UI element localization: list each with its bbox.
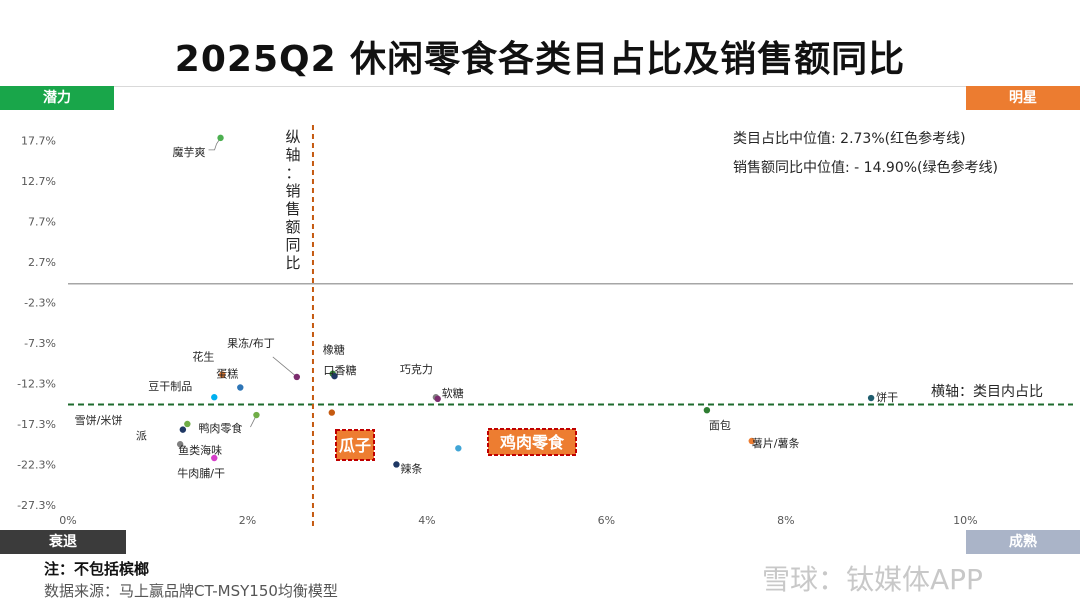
point-label: 牛肉脯/干: [177, 466, 225, 480]
point-label: 果冻/布丁: [227, 336, 275, 350]
data-points: [176, 134, 875, 468]
data-point: [393, 461, 400, 468]
x-axis: 0% 2% 4% 6% 8% 10%: [59, 514, 977, 527]
watermark: 雪球：钛媒体APP: [762, 563, 983, 596]
point-label: 面包: [709, 419, 731, 432]
point-label: 蛋糕: [216, 366, 238, 380]
data-point: [253, 411, 260, 419]
point-label: 巧克力: [400, 363, 433, 376]
point-label: 鱼类海味: [178, 443, 222, 457]
x-tick-label: 0%: [59, 514, 76, 527]
y-tick-label: -2.3%: [24, 296, 56, 309]
point-label: 薯片/薯条: [752, 436, 800, 450]
reference-lines: [68, 125, 1073, 528]
y-axis: 17.7% 12.7% 7.7% 2.7% -2.3% -7.3% -12.3% -17.3%…: [17, 134, 56, 512]
data-point: [455, 445, 462, 452]
point-label: 豆干制品: [148, 380, 192, 393]
y-tick-label: -17.3%: [17, 418, 56, 431]
x-tick-label: 8%: [777, 514, 794, 527]
point-label: 鸡肉零食: [499, 433, 565, 452]
data-point: [211, 394, 218, 401]
data-point: [219, 371, 226, 378]
point-label: 口香糖: [324, 363, 357, 377]
y-tick-label: 2.7%: [28, 256, 56, 269]
point-label: 软糖: [442, 386, 464, 400]
data-point: [867, 394, 875, 402]
data-source: 数据来源：马上赢品牌CT-MSY150均衡模型: [44, 582, 338, 600]
y-tick-label: -12.3%: [17, 377, 56, 390]
title-divider: [0, 86, 1080, 87]
x-tick-label: 6%: [598, 514, 615, 527]
data-point: [748, 437, 755, 445]
label-leaders: [208, 137, 298, 428]
quadrant-potential-badge: 潜力: [0, 86, 114, 110]
x-tick-label: 10%: [953, 514, 977, 527]
data-point: [184, 420, 191, 428]
point-label: 辣条: [400, 461, 422, 475]
vertical-axis-label: 纵轴：销售额同比: [285, 128, 300, 272]
data-point: [328, 409, 336, 416]
highlight-box: [335, 429, 375, 461]
data-point: [237, 384, 244, 391]
data-point: [293, 373, 301, 381]
highlight-box: [487, 428, 577, 456]
x-tick-label: 4%: [418, 514, 435, 527]
footnote: 注：不包括槟榔: [44, 560, 150, 578]
x-tick-label: 2%: [239, 514, 256, 527]
point-label: 花生: [192, 350, 214, 364]
data-point: [217, 134, 224, 142]
data-point: [179, 426, 187, 433]
point-label: 橡糖: [323, 343, 345, 357]
share-median-text: 类目占比中位值: 2.73%(红色参考线): [733, 130, 966, 147]
point-label: 鸭肉零食: [198, 421, 242, 435]
data-point: [211, 454, 218, 462]
annotations: 类目占比中位值: 2.73%(红色参考线) 销售额同比中位值: - 14.90%(…: [285, 128, 1043, 400]
data-point: [703, 406, 711, 414]
data-point: [176, 441, 184, 448]
chart-title: 2025Q2 休闲零食各类目占比及销售额同比: [174, 39, 906, 80]
y-tick-label: -7.3%: [24, 337, 56, 350]
y-tick-label: 17.7%: [21, 134, 56, 147]
point-label: 饼干: [876, 390, 898, 404]
y-tick-label: 12.7%: [21, 175, 56, 188]
growth-median-text: 销售额同比中位值: - 14.90%(绿色参考线): [733, 159, 998, 176]
horizontal-axis-label: 横轴：类目内占比: [931, 384, 1043, 400]
y-tick-label: 7.7%: [28, 215, 56, 228]
label-leader: [208, 137, 221, 151]
y-tick-label: -27.3%: [17, 499, 56, 512]
point-label: 派: [136, 430, 147, 443]
label-leader: [272, 356, 298, 378]
quadrant-star-badge: 明星: [966, 86, 1080, 110]
quadrant-mature-badge: 成熟: [966, 530, 1080, 554]
data-point: [434, 395, 441, 403]
point-label: 雪饼/米饼: [75, 413, 123, 427]
point-label: 魔芋爽: [173, 145, 206, 159]
data-point: [331, 372, 338, 380]
y-tick-label: -22.3%: [17, 458, 56, 471]
quadrant-decline-badge: 衰退: [0, 530, 126, 554]
point-label: 瓜子: [339, 436, 371, 455]
